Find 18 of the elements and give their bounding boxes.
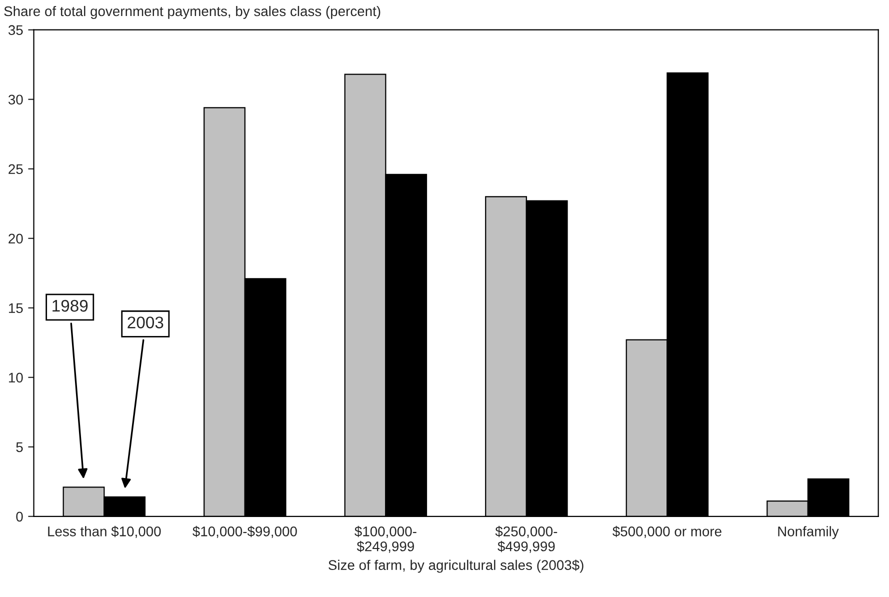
y-tick-label: 35 [8, 25, 23, 36]
x-tick-label: $10,000-$99,000 [192, 526, 297, 538]
x-tick-label: $500,000 or more [612, 526, 722, 538]
x-tick-label: $100,000- $249,999 [354, 526, 416, 553]
y-tick-label: 30 [8, 94, 23, 105]
y-tick-label: 10 [8, 372, 23, 383]
y-tick-label: 25 [8, 164, 23, 174]
y-tick-label: 20 [8, 234, 23, 244]
y-tick-label: 5 [16, 442, 23, 452]
x-tick-label: Less than $10,000 [48, 526, 161, 538]
x-tick-label: $250,000- $499,999 [495, 526, 558, 553]
x-axis-title: Size of farm, by agricultural sales (2003$) [328, 560, 584, 573]
y-tick-label: 0 [16, 512, 23, 522]
y-tick-label: 15 [8, 303, 23, 314]
text: 1989 [52, 300, 88, 312]
x-tick-label: Nonfamily [778, 526, 839, 540]
text: 2003 [128, 316, 164, 328]
y-axis-title: Share of total government payments, by sales class (percent) [4, 6, 380, 19]
